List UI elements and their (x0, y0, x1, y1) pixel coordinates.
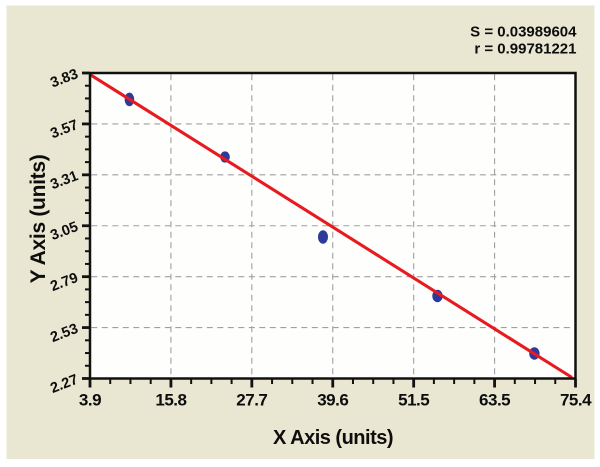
svg-text:27.7: 27.7 (236, 390, 267, 409)
svg-text:63.5: 63.5 (479, 390, 510, 409)
svg-text:15.8: 15.8 (155, 390, 186, 409)
svg-text:r = 0.99781221: r = 0.99781221 (474, 41, 576, 58)
svg-text:S = 0.03989604: S = 0.03989604 (470, 23, 577, 40)
svg-text:X Axis (units): X Axis (units) (273, 427, 393, 449)
svg-text:Y Axis (units): Y Axis (units) (27, 155, 50, 284)
svg-text:3.9: 3.9 (79, 390, 101, 409)
svg-text:51.5: 51.5 (398, 390, 429, 409)
svg-text:39.6: 39.6 (317, 390, 348, 409)
svg-text:75.4: 75.4 (560, 390, 592, 409)
